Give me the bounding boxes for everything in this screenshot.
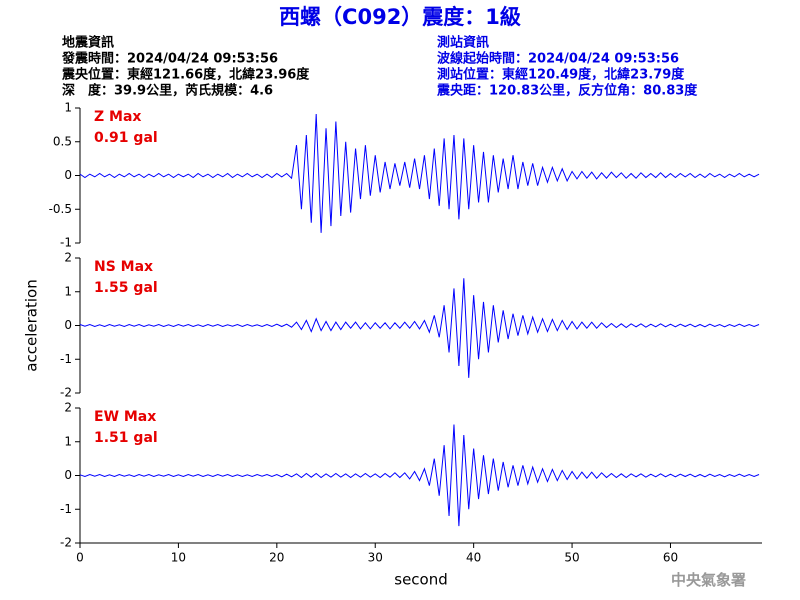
annotation: EW Max xyxy=(94,409,156,425)
y-tick-label: 0 xyxy=(64,318,72,332)
info-line: 測站資訊 xyxy=(437,35,489,51)
y-tick-label: -0.5 xyxy=(49,202,72,216)
station-info: 測站資訊 波線起始時間：2024/04/24 09:53:56 測站位置：東經1… xyxy=(436,35,698,99)
info-line: 地震資訊 xyxy=(62,35,114,51)
y-tick-label: 1 xyxy=(64,434,72,448)
y-tick-label: 2 xyxy=(64,401,72,415)
info-line: 發震時間：2024/04/24 09:53:56 xyxy=(61,51,278,67)
waveform xyxy=(79,114,760,233)
y-tick-label: -2 xyxy=(60,536,72,550)
x-tick-label: 20 xyxy=(269,551,284,565)
y-tick-label: 1 xyxy=(64,101,72,115)
info-line: 震央位置：東經121.66度，北緯23.96度 xyxy=(61,67,310,83)
y-tick-label: 0 xyxy=(64,168,72,182)
info-line: 測站位置：東經120.49度，北緯23.79度 xyxy=(437,67,685,83)
y-tick-label: -1 xyxy=(60,352,72,366)
x-tick-label: 0 xyxy=(76,551,84,565)
y-tick-label: 1 xyxy=(64,284,72,298)
annotation: 1.51 gal xyxy=(94,430,158,446)
x-tick-label: 10 xyxy=(171,551,186,565)
y-tick-label: -1 xyxy=(60,236,72,250)
x-tick-label: 50 xyxy=(564,551,579,565)
x-tick-label: 30 xyxy=(368,551,383,565)
chart-title: 西螺（C092）震度：1級 xyxy=(279,5,521,29)
y-tick-label: 0 xyxy=(64,468,72,482)
info-line: 震央距：120.83公里，反方位角：80.83度 xyxy=(436,83,698,99)
y-tick-label: 2 xyxy=(64,251,72,265)
x-axis-label: second xyxy=(394,571,448,589)
annotation: NS Max xyxy=(94,259,153,275)
x-tick-label: 60 xyxy=(663,551,678,565)
y-tick-label: 0.5 xyxy=(53,134,72,148)
footer-credit: 中央氣象署 xyxy=(671,571,746,589)
waveform xyxy=(79,278,760,378)
y-tick-label: -2 xyxy=(60,386,72,400)
event-info: 地震資訊 發震時間：2024/04/24 09:53:56 震央位置：東經121… xyxy=(61,35,310,99)
annotation: 1.55 gal xyxy=(94,280,158,296)
x-tick-label: 40 xyxy=(466,551,481,565)
y-tick-label: -1 xyxy=(60,502,72,516)
y-axis-label: acceleration xyxy=(23,279,41,371)
waveform xyxy=(79,424,760,527)
annotation: Z Max xyxy=(94,109,141,125)
annotation: 0.91 gal xyxy=(94,130,158,146)
info-line: 深 度：39.9公里，芮氏規模：4.6 xyxy=(62,83,273,99)
info-line: 波線起始時間：2024/04/24 09:53:56 xyxy=(437,51,679,67)
